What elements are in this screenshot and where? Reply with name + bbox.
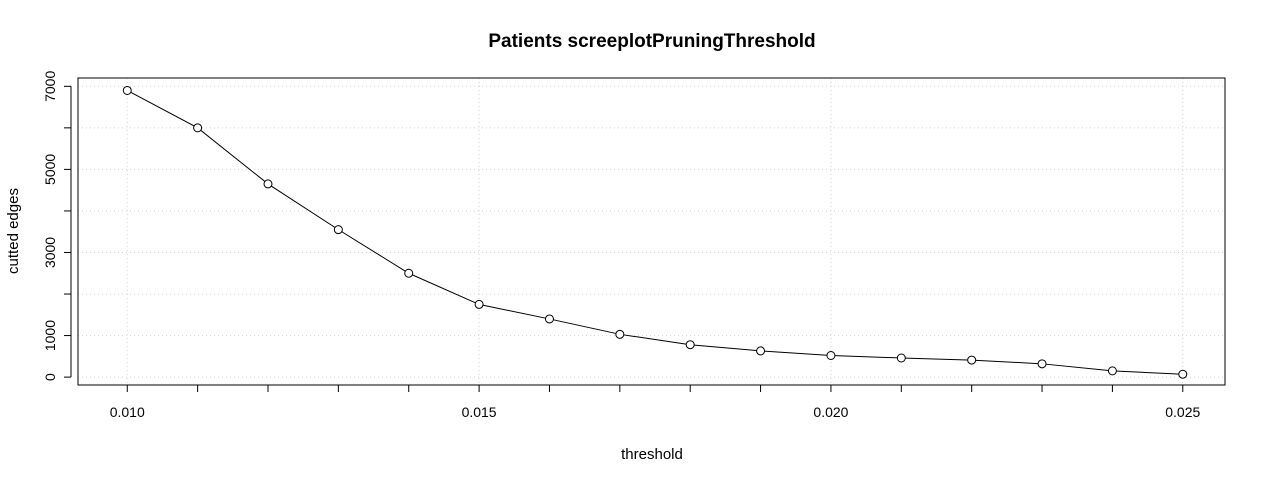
- series-line: [127, 90, 1183, 375]
- data-point: [756, 346, 766, 356]
- plot-frame: [77, 77, 1226, 386]
- axes: 0.010 0.015 0.020 0.025 0 1000 3000 5000 7000: [42, 71, 1201, 420]
- data-point: [896, 353, 906, 363]
- y-tick-label: 3000: [42, 237, 58, 268]
- y-axis-label: cutted edges: [5, 188, 22, 274]
- data-series: [122, 85, 1188, 379]
- x-tick-label: 0.025: [1165, 404, 1200, 420]
- data-point: [193, 123, 203, 133]
- x-tick-label: 0.015: [462, 404, 497, 420]
- data-point: [333, 225, 343, 235]
- data-point: [967, 355, 977, 365]
- x-tick-label: 0.020: [813, 404, 848, 420]
- data-point: [615, 329, 625, 339]
- y-tick-label: 0: [42, 373, 58, 381]
- y-tick-label: 5000: [42, 154, 58, 185]
- data-point: [544, 314, 554, 324]
- data-point: [1178, 369, 1188, 379]
- y-tick-label: 1000: [42, 320, 58, 351]
- x-tick-label: 0.010: [110, 404, 145, 420]
- data-point: [1037, 359, 1047, 369]
- data-point: [685, 340, 695, 350]
- y-tick-label: 7000: [42, 71, 58, 102]
- data-point: [122, 85, 132, 95]
- data-point: [263, 179, 273, 189]
- data-point: [826, 351, 836, 361]
- data-point: [1107, 366, 1117, 376]
- x-axis-label: threshold: [621, 446, 683, 463]
- data-point: [404, 268, 414, 278]
- chart-title: Patients screeplotPruningThreshold: [488, 31, 815, 52]
- data-point: [474, 299, 484, 309]
